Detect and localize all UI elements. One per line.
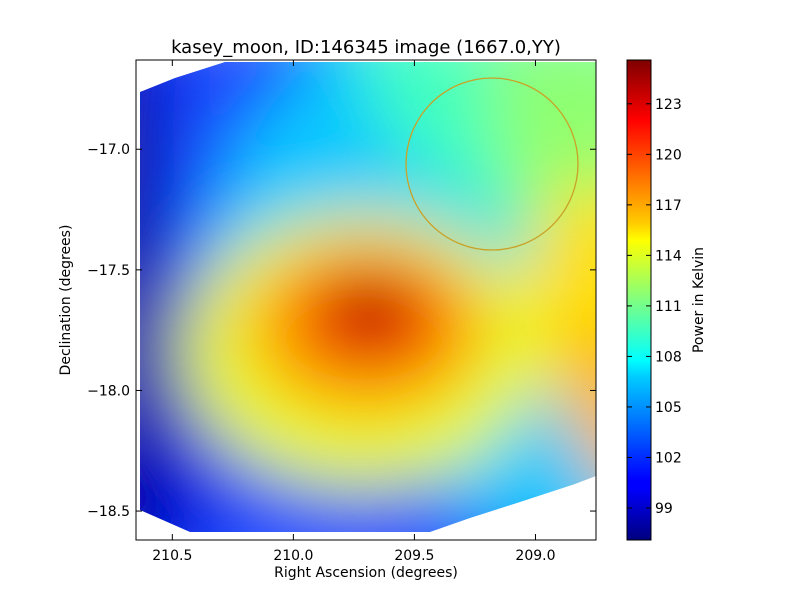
colorbar-tick-label: 108 [655,349,682,365]
y-tick-label: −17.5 [87,263,130,279]
colorbar-axis: 99 102 105 108 111 114 117 120 123 [627,97,682,517]
plot-frame [135,59,597,541]
colorbar-tick-label: 120 [655,147,682,163]
y-axis: −17.0 −17.5 −18.0 −18.5 [87,142,596,520]
colorbar-tick-label: 117 [655,198,682,214]
colorbar-tick-label: 105 [655,400,682,416]
x-axis: 210.5 210.0 209.5 209.0 [152,60,556,564]
y-tick-label: −17.0 [87,142,130,158]
x-axis-label: Right Ascension (degrees) [274,565,458,581]
colorbar-tick-label: 111 [655,299,682,315]
x-tick-label: 209.0 [515,548,555,564]
x-tick-label: 209.5 [394,548,434,564]
colorbar [626,59,652,541]
heatmap-image [140,62,596,532]
colorbar-tick-label: 99 [655,501,673,517]
colorbar-tick-label: 123 [655,97,682,113]
x-tick-label: 210.5 [152,548,192,564]
y-tick-label: −18.0 [87,383,130,399]
x-tick-label: 210.0 [273,548,313,564]
colorbar-tick-label: 102 [655,450,682,466]
y-axis-label: Declination (degrees) [58,225,74,376]
y-tick-label: −18.5 [87,504,130,520]
colorbar-label: Power in Kelvin [691,247,707,353]
annotation-circle [405,77,579,251]
chart-title: kasey_moon, ID:146345 image (1667.0,YY) [171,37,561,58]
colorbar-tick-label: 114 [655,248,682,264]
